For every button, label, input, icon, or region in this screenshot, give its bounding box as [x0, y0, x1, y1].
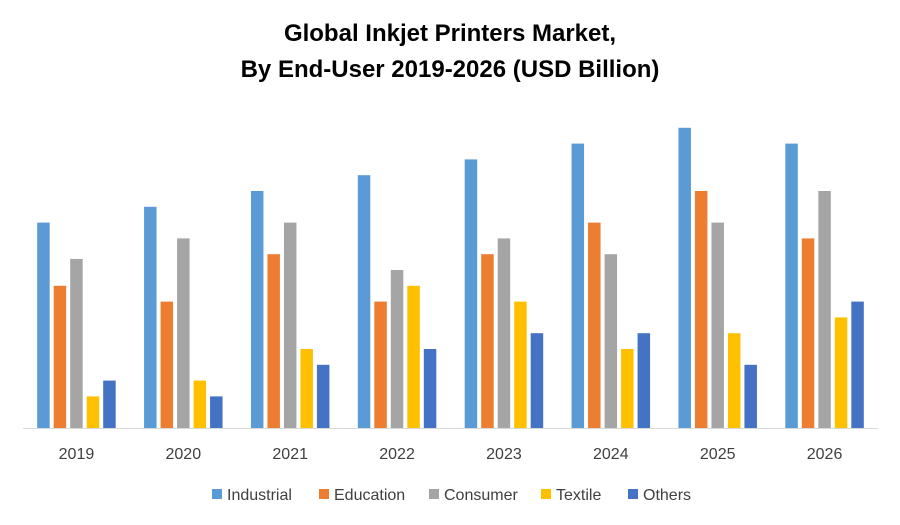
bar-textile-2025 — [727, 333, 741, 428]
bar-consumer-2023 — [497, 238, 511, 428]
bar-industrial-2025 — [678, 127, 691, 429]
bar-consumer-2026 — [818, 191, 831, 428]
legend-swatch-consumer — [429, 489, 439, 499]
bar-education-2019 — [53, 285, 67, 428]
bar-others-2019 — [103, 380, 116, 428]
legend-swatch-others — [628, 489, 638, 499]
x-tick-label-2021: 2021 — [272, 446, 308, 463]
x-tick-label-2022: 2022 — [379, 446, 415, 463]
bar-textile-2026 — [834, 317, 848, 428]
legend-label-others: Others — [643, 487, 691, 504]
bar-education-2023 — [481, 254, 494, 428]
bar-education-2022 — [374, 301, 387, 428]
bar-textile-2019 — [86, 396, 100, 428]
x-tick-label-2025: 2025 — [700, 446, 736, 463]
bar-industrial-2019 — [37, 222, 50, 428]
chart-title-line-2: By End-User 2019-2026 (USD Billion) — [240, 56, 660, 83]
legend-label-consumer: Consumer — [444, 487, 518, 504]
bar-industrial-2020 — [144, 206, 157, 428]
bar-textile-2020 — [193, 380, 207, 428]
bar-others-2026 — [851, 301, 864, 428]
bar-industrial-2022 — [357, 175, 371, 428]
bar-industrial-2026 — [785, 143, 798, 428]
x-tick-label-2019: 2019 — [59, 446, 95, 463]
bar-education-2020 — [160, 301, 174, 428]
bar-textile-2024 — [621, 349, 634, 428]
bar-industrial-2023 — [464, 159, 478, 428]
bar-others-2021 — [316, 364, 330, 428]
legend-swatch-industrial — [212, 489, 222, 499]
legend-swatch-education — [319, 489, 329, 499]
bar-textile-2021 — [300, 349, 313, 428]
legend-swatch-textile — [541, 489, 551, 499]
bar-consumer-2021 — [283, 222, 297, 428]
bar-consumer-2022 — [390, 270, 404, 428]
bar-education-2025 — [694, 191, 708, 428]
legend-label-education: Education — [334, 487, 405, 504]
bar-consumer-2020 — [177, 238, 190, 428]
bar-consumer-2025 — [711, 222, 724, 428]
x-tick-label-2026: 2026 — [807, 446, 843, 463]
bar-consumer-2024 — [604, 254, 618, 428]
bar-textile-2022 — [407, 285, 420, 428]
x-tick-label-2023: 2023 — [486, 446, 522, 463]
bar-education-2021 — [267, 254, 280, 428]
bar-others-2020 — [210, 396, 223, 428]
bar-industrial-2024 — [571, 143, 585, 428]
bar-others-2025 — [744, 364, 757, 428]
bar-others-2023 — [530, 333, 544, 428]
bar-industrial-2021 — [250, 191, 264, 428]
bar-textile-2023 — [514, 301, 527, 428]
bar-education-2026 — [801, 238, 815, 428]
chart-title-line-1: Global Inkjet Printers Market, — [283, 20, 617, 47]
legend-label-textile: Textile — [556, 487, 601, 504]
bar-consumer-2019 — [70, 258, 83, 428]
x-tick-label-2020: 2020 — [166, 446, 202, 463]
bar-others-2024 — [637, 333, 651, 428]
bar-education-2024 — [588, 222, 601, 428]
bar-others-2022 — [423, 349, 437, 428]
x-tick-label-2024: 2024 — [593, 446, 629, 463]
legend-label-industrial: Industrial — [227, 487, 292, 504]
